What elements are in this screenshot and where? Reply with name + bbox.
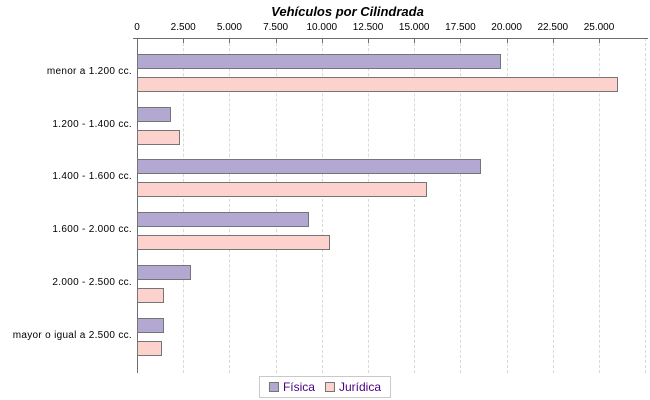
x-tick-label: 5.000: [216, 22, 242, 33]
y-axis-line: [137, 38, 138, 373]
fisica-swatch-icon: [268, 382, 279, 392]
x-tick: [368, 39, 369, 43]
category-label: 1.600 - 2.000 cc.: [52, 224, 132, 236]
gridline: [229, 38, 231, 373]
x-tick: [552, 39, 554, 43]
x-tick-label: 15.000: [398, 22, 430, 33]
bar-juridica-4: [137, 287, 164, 303]
legend-item-fisica: Física: [268, 380, 315, 394]
x-axis-line: [133, 38, 648, 39]
gridline: [183, 38, 185, 373]
bar-juridica-3: [137, 235, 330, 251]
gridline: [368, 38, 369, 373]
category-label: 1.400 - 1.600 cc.: [52, 171, 132, 183]
category-label: menor a 1.200 cc.: [46, 66, 132, 77]
x-tick: [321, 39, 323, 43]
legend-label-juridica: Jurídica: [338, 380, 382, 394]
juridica-swatch-icon: [324, 382, 335, 392]
x-tick: [137, 39, 138, 43]
x-tick-label: 10.000: [306, 22, 338, 33]
bar-fisica-4: [137, 264, 191, 280]
category-label: 2.000 - 2.500 cc.: [52, 276, 132, 288]
x-tick: [506, 39, 508, 43]
x-tick: [275, 39, 277, 43]
gridline: [506, 38, 508, 373]
bar-juridica-1: [137, 129, 180, 145]
x-tick-label: 12.500: [352, 22, 384, 33]
x-tick-label: 0: [134, 22, 140, 33]
gridline: [321, 38, 323, 373]
x-tick-label: 20.000: [491, 22, 522, 33]
x-tick: [414, 39, 416, 43]
x-tick: [460, 39, 462, 43]
bar-fisica-3: [137, 212, 309, 228]
chart-title: Vehículos por Cilindrada: [271, 4, 424, 19]
bar-juridica-0: [137, 77, 618, 92]
x-tick: [183, 39, 185, 43]
gridline: [275, 38, 277, 373]
gridline: [460, 38, 462, 373]
category-label: mayor o igual a 2.500 cc.: [12, 329, 132, 341]
bar-fisica-5: [137, 317, 164, 333]
x-tick-label: 25.000: [583, 22, 615, 33]
gridline: [645, 38, 647, 373]
x-tick: [599, 39, 600, 43]
category-label: 1.200 - 1.400 cc.: [52, 118, 132, 130]
x-tick-label: 7.500: [263, 22, 289, 33]
gridline: [552, 38, 554, 373]
legend-item-juridica: Jurídica: [324, 380, 382, 394]
bar-juridica-5: [137, 340, 162, 356]
x-tick-label: 2.500: [170, 22, 196, 33]
x-tick-label: 22.500: [537, 22, 569, 33]
gridline: [599, 38, 600, 373]
legend: Física Jurídica: [258, 376, 392, 398]
bar-fisica-2: [137, 159, 481, 175]
gridline: [414, 38, 416, 373]
x-tick: [229, 39, 231, 43]
bar-juridica-2: [137, 182, 427, 198]
bar-fisica-0: [137, 54, 501, 69]
bar-fisica-1: [137, 106, 171, 122]
legend-label-fisica: Física: [282, 380, 315, 394]
x-tick-label: 17.500: [445, 22, 476, 33]
